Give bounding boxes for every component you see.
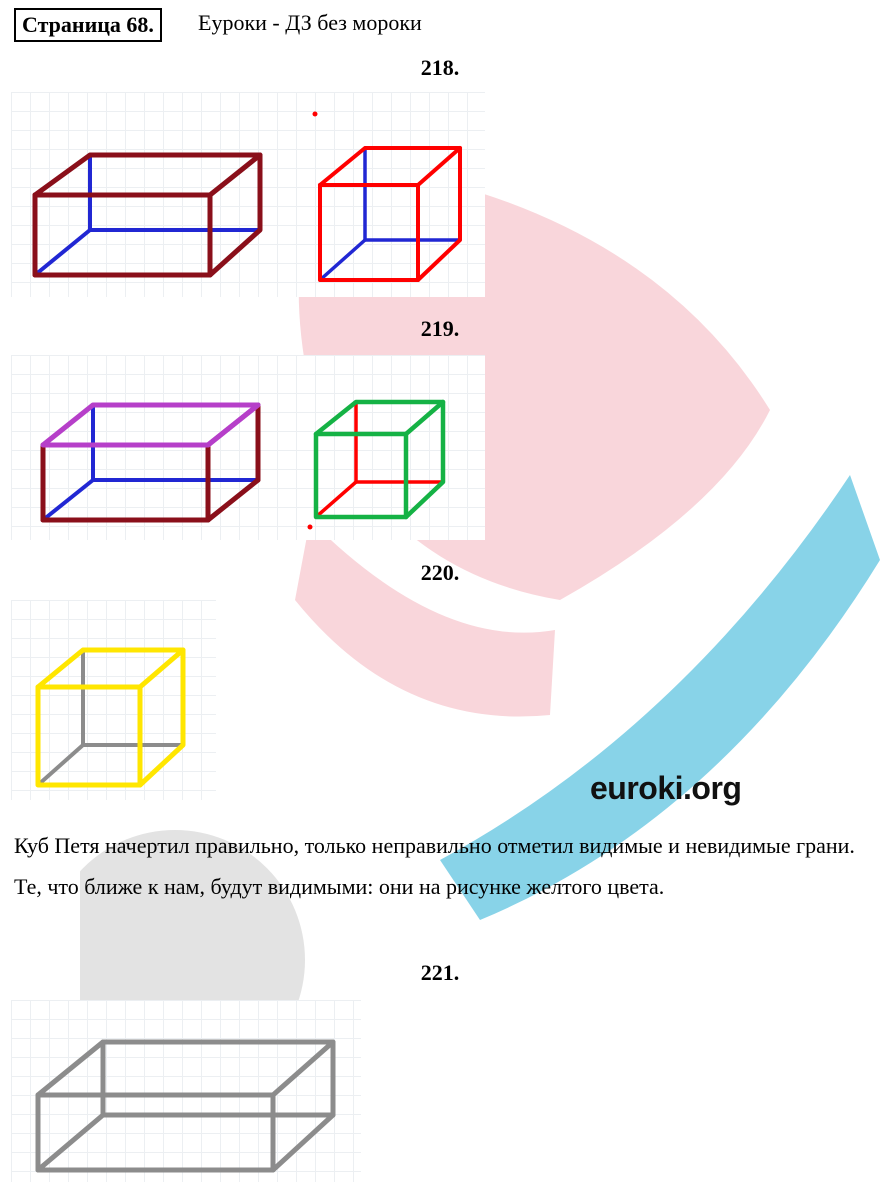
- cube-218-right: [300, 100, 485, 295]
- label-218: 218.: [410, 55, 470, 81]
- label-221: 221.: [410, 960, 470, 986]
- watermark-text: euroki.org: [590, 770, 741, 807]
- prism-221: [18, 1000, 358, 1185]
- cube-219-right: [298, 362, 473, 542]
- answer-paragraph: Куб Петя начертил правильно, только непр…: [14, 826, 864, 907]
- label-219: 219.: [410, 316, 470, 342]
- label-220: 220.: [410, 560, 470, 586]
- prism-219-left: [28, 360, 278, 545]
- cube-220: [18, 605, 213, 800]
- prism-218-left: [20, 100, 280, 300]
- page-header-boxed: Страница 68.: [14, 8, 162, 42]
- page-header-rest: Еуроки - ДЗ без мороки: [198, 10, 422, 36]
